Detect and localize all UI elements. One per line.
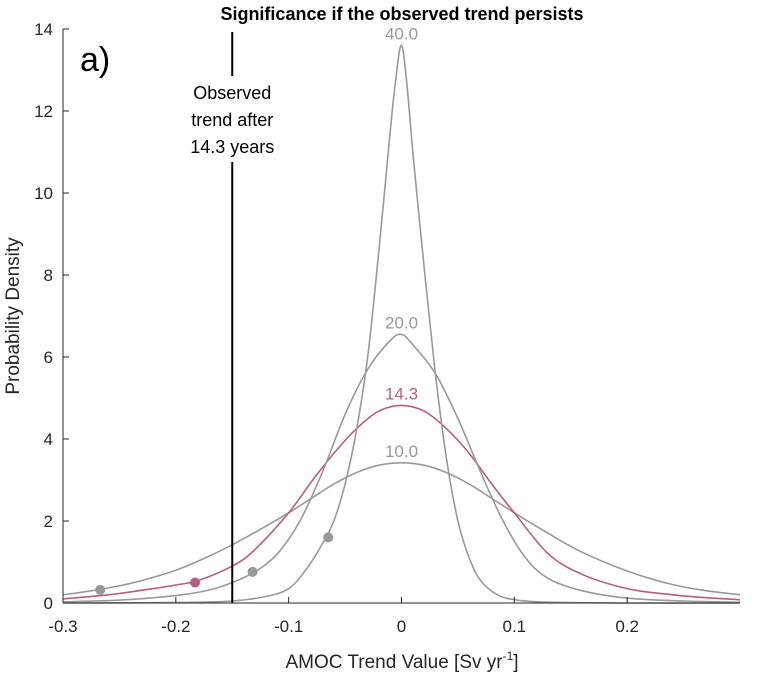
series-label-10.0: 10.0 (385, 442, 418, 461)
y-tick-label: 12 (34, 102, 53, 121)
x-axis-title-sup: -1 (503, 649, 514, 663)
x-tick-label: -0.3 (48, 617, 77, 636)
series-label-bg-20.0 (379, 313, 424, 333)
series-marker-10.0 (95, 584, 106, 595)
x-axis-title-main: AMOC Trend Value [Sv yr (285, 652, 503, 673)
annotation-line: trend after (191, 110, 273, 130)
series-label-20.0: 20.0 (385, 313, 418, 332)
x-axis-title: AMOC Trend Value [Sv yr-1] (285, 649, 518, 673)
series-marker-14.3 (190, 577, 201, 588)
series-label-bg-10.0 (379, 441, 424, 461)
series-label-14.3: 14.3 (385, 384, 418, 403)
series-label-bg-14.3 (379, 384, 424, 404)
x-tick-label: 0.1 (503, 617, 527, 636)
series-marker-20.0 (247, 566, 258, 577)
series-line-14.3 (62, 404, 741, 601)
series-label-40.0: 40.0 (385, 24, 418, 43)
annotation-bg (182, 76, 283, 162)
chart-title: Significance if the observed trend persi… (220, 4, 583, 24)
y-tick-label: 14 (34, 20, 53, 39)
x-tick-label: -0.1 (274, 617, 303, 636)
y-tick-label: 8 (44, 266, 53, 285)
x-axis: -0.3 -0.2 -0.1 0 0.1 0.2 (48, 597, 740, 636)
x-tick-label: -0.2 (161, 617, 190, 636)
y-axis-title: Probability Density (3, 237, 24, 395)
x-axis-title-close: ] (513, 652, 518, 673)
annotation-line: 14.3 years (190, 137, 274, 157)
y-tick-label: 10 (34, 184, 53, 203)
curve-labels: 10.0 14.3 20.0 40.0 (379, 24, 424, 461)
series-line-10.0 (62, 461, 741, 596)
y-tick-label: 2 (44, 512, 53, 531)
y-tick-label: 0 (44, 594, 53, 613)
y-tick-label: 6 (44, 348, 53, 367)
series-label-bg-40.0 (379, 24, 424, 44)
series-marker-40.0 (323, 532, 334, 543)
series-line-40.0 (62, 44, 741, 604)
y-axis: 0 2 4 6 8 10 12 14 (34, 20, 69, 613)
annotation-line: Observed (193, 83, 271, 103)
markers (95, 532, 334, 595)
series-line-20.0 (62, 333, 741, 603)
x-tick-label: 0.2 (615, 617, 639, 636)
panel-label: a) (80, 41, 110, 79)
x-tick-label: 0 (397, 617, 406, 636)
observed-trend-annotation: Observed trend after 14.3 years (182, 76, 283, 162)
y-tick-label: 4 (44, 430, 53, 449)
plot-area: a) Observed trend after 14.3 years 10.0 14.… (62, 24, 741, 604)
